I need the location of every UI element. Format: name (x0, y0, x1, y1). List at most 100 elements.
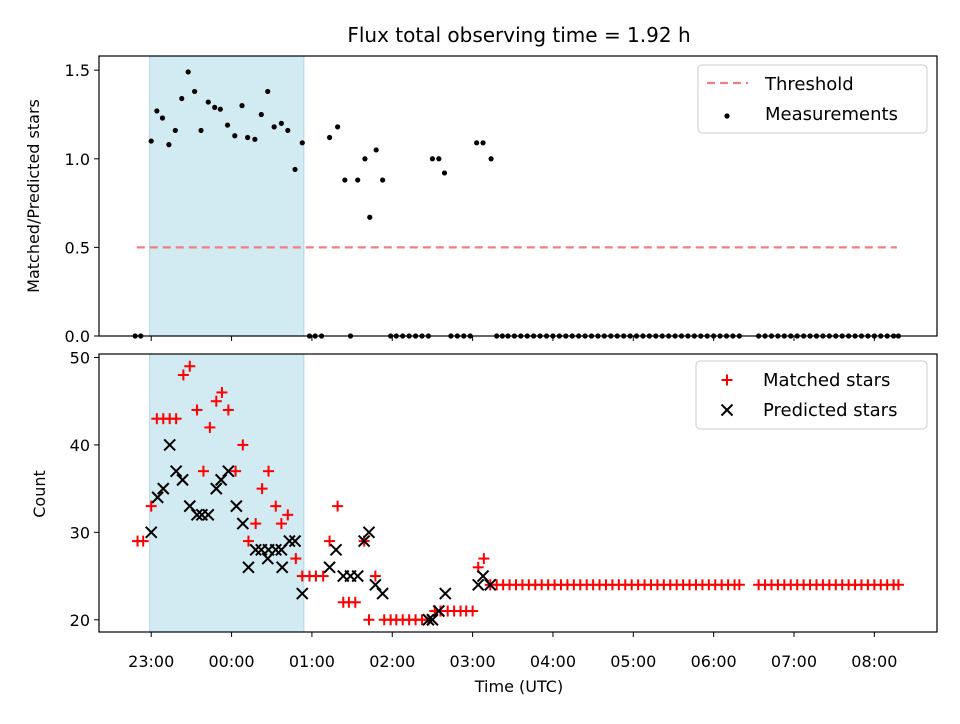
predicted-star-point-b (151, 491, 164, 504)
matched-star-point (250, 518, 262, 530)
matched-star-point (210, 395, 222, 407)
predicted-star-point-b (157, 482, 170, 495)
predicted-star-point (351, 569, 364, 583)
legend-predicted-label: Predicted stars (763, 400, 897, 421)
matched-star-point (324, 535, 336, 547)
predicted-star-point (275, 561, 289, 574)
measurement-point (285, 127, 291, 134)
predicted-star-point-b (484, 578, 497, 591)
top-axes-frame (98, 55, 938, 337)
x-tick-label: 06:00 (691, 652, 737, 671)
x-tick-label: 08:00 (851, 652, 897, 671)
bottom-y-tick-label: 50 (70, 348, 90, 367)
bottom-y-tick-label: 30 (70, 523, 90, 542)
predicted-star-point (422, 613, 435, 626)
predicted-star-point (183, 499, 196, 513)
matched-star-point (369, 570, 381, 582)
predicted-star-point-b (369, 578, 382, 591)
x-tick-label: 04:00 (530, 652, 576, 671)
top-legend-frame (697, 64, 928, 134)
predicted-star-point-b (190, 508, 204, 522)
predicted-star-point (210, 482, 223, 495)
matched-star-point (177, 369, 189, 381)
measurement-point (179, 95, 185, 102)
measurement-point (480, 140, 486, 146)
predicted-star-point (190, 508, 204, 522)
matched-star-point (256, 483, 268, 495)
predicted-star-point (230, 499, 243, 513)
x-tick-label: 03:00 (450, 652, 496, 671)
matched-star-point (349, 596, 361, 608)
matched-star-point (290, 553, 302, 565)
matched-star-point (892, 579, 904, 591)
predicted-star-point (169, 464, 183, 478)
predicted-star-point-b (426, 613, 439, 626)
legend-measurements-swatch (724, 113, 730, 119)
predicted-star-point-b (432, 604, 446, 618)
measurement-point (205, 99, 211, 105)
measurement-point (192, 88, 198, 95)
measurement-point (271, 124, 277, 130)
matched-star-point (170, 413, 182, 425)
measurement-point (224, 122, 231, 128)
predicted-star-point (476, 569, 490, 583)
predicted-star-point-b (476, 569, 490, 583)
matched-star-point (237, 439, 249, 451)
predicted-star-point-b (214, 473, 228, 487)
predicted-star-point-b (202, 508, 215, 522)
matched-star-point (467, 605, 479, 617)
matched-star-point (733, 579, 745, 591)
predicted-star-point-b (283, 534, 296, 548)
matched-star-point (137, 535, 149, 547)
measurement-point (198, 127, 204, 134)
bottom-panel-y-label: Count (30, 470, 49, 518)
predicted-star-point-b (222, 464, 235, 478)
predicted-star-point-b (288, 534, 302, 548)
predicted-star-point (376, 587, 389, 600)
matched-star-point (317, 570, 329, 582)
bottom-y-tick-label: 20 (70, 611, 90, 630)
measurement-point (299, 140, 305, 146)
measurement-point (362, 156, 368, 162)
predicted-star-point (222, 464, 235, 478)
measurement-point (212, 104, 218, 110)
legend-matched-marker (721, 374, 733, 386)
x-tick-label: 05:00 (610, 652, 656, 671)
measurement-point (154, 108, 160, 114)
matched-star-point (204, 421, 216, 433)
measurement-point (258, 111, 264, 118)
predicted-star-point (202, 508, 215, 522)
predicted-star-point-b (163, 438, 176, 452)
matched-star-point (275, 518, 287, 530)
predicted-star-point (426, 613, 439, 626)
predicted-star-point-b (362, 526, 376, 539)
top-y-tick-label: 1.5 (65, 61, 90, 80)
measurement-point (367, 214, 373, 220)
predicted-star-point (288, 534, 302, 548)
predicted-star-point (362, 526, 376, 539)
measurement-point (488, 156, 494, 162)
measurement-point (166, 142, 172, 148)
predicted-star-point-b (242, 561, 255, 574)
bottom-observing-window (149, 353, 305, 633)
measurement-point (429, 156, 436, 162)
predicted-star-point-b (472, 578, 485, 591)
predicted-star-point (439, 587, 452, 600)
x-axis-label: Time (UTC) (474, 677, 563, 696)
x-tick-label: 01:00 (289, 652, 335, 671)
predicted-star-point-b (323, 561, 336, 574)
predicted-star-point (236, 517, 250, 530)
legend-predicted-swatch (720, 403, 734, 417)
matched-star-point (191, 404, 203, 416)
measurement-point (292, 166, 298, 173)
predicted-star-point-b (176, 473, 189, 487)
measurement-point (278, 120, 284, 126)
measurement-point (380, 177, 386, 183)
predicted-star-point (269, 543, 282, 557)
predicted-star-point (176, 473, 189, 487)
measurement-point (326, 134, 333, 141)
predicted-star-point (329, 543, 343, 557)
predicted-star-point-b (351, 569, 364, 583)
predicted-star-point-b (357, 534, 371, 548)
predicted-star-point (157, 482, 170, 495)
